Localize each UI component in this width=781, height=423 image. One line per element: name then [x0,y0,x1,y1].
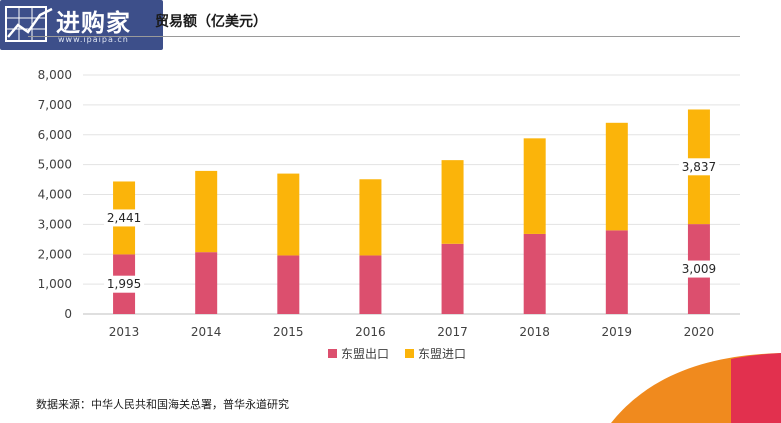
data-label: 3,837 [682,160,716,174]
x-tick-label: 2015 [273,325,304,339]
data-label-box [104,209,145,227]
legend-swatch [405,349,414,358]
y-tick-label: 1,000 [38,277,72,291]
bar-import-2014 [195,170,218,253]
data-label-box [104,275,145,293]
corner-decoration [611,353,781,423]
logo: 进购家 www.ipaipa.cn [0,0,163,50]
y-tick-label: 8,000 [38,68,72,82]
legend-label: 东盟进口 [418,347,466,361]
bar-import-2018 [523,138,546,234]
x-tick-label: 2019 [602,325,633,339]
x-tick-label: 2014 [191,325,222,339]
data-label: 1,995 [107,277,141,291]
bar-import-2015 [277,173,300,256]
y-tick-label: 6,000 [38,128,72,142]
x-tick-label: 2018 [519,325,550,339]
legend-label: 东盟出口 [341,347,389,361]
logo-text: 进购家 [56,9,131,37]
bar-export-2015 [277,255,300,314]
data-label: 2,441 [107,211,141,225]
bar-import-2019 [605,122,628,231]
title-divider [28,36,740,37]
x-tick-label: 2020 [684,325,715,339]
y-tick-label: 3,000 [38,217,72,231]
x-tick-label: 2013 [109,325,140,339]
data-label-box [678,158,719,176]
y-tick-label: 7,000 [38,98,72,112]
legend-swatch [328,349,337,358]
y-tick-label: 0 [64,307,72,321]
data-label-box [678,260,719,278]
y-tick-label: 5,000 [38,158,72,172]
bar-export-2016 [359,255,382,314]
logo-url: www.ipaipa.cn [58,35,129,44]
bar-export-2017 [441,243,464,314]
source-note: 数据来源：中华人民共和国海关总署，普华永道研究 [36,398,289,411]
y-tick-label: 2,000 [38,247,72,261]
bar-export-2018 [523,233,546,314]
bar-export-2014 [195,252,218,314]
bar-export-2019 [605,230,628,314]
chart-logo-icon [5,6,53,42]
bar-import-2016 [359,179,382,256]
y-tick-label: 4,000 [38,188,72,202]
x-tick-label: 2016 [355,325,386,339]
bar-import-2017 [441,160,464,244]
x-tick-label: 2017 [437,325,468,339]
chart-title: 贸易额（亿美元） [155,14,267,30]
data-label: 3,009 [682,262,716,276]
